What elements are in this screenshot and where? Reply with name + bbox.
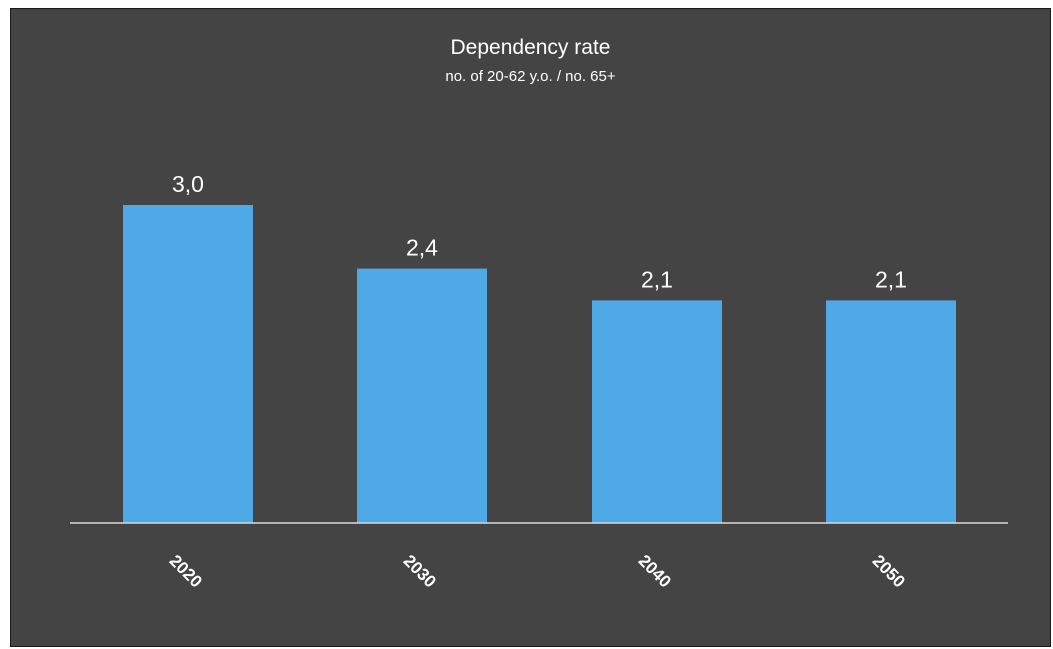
chart-subtitle: no. of 20-62 y.o. / no. 65+	[445, 68, 616, 85]
bar-2040	[592, 300, 722, 523]
bar-2020	[123, 205, 253, 523]
labels-layer: 3,0 2,4 2,1 2,1	[172, 171, 907, 292]
chart-title: Dependency rate	[450, 36, 611, 59]
data-label-2030: 2,4	[406, 235, 438, 261]
bar-2050	[826, 300, 956, 523]
data-label-2020: 3,0	[172, 171, 204, 197]
x-tick-label-2020: 2020	[166, 551, 206, 591]
data-label-2040: 2,1	[641, 266, 673, 292]
x-tick-label-2030: 2030	[400, 551, 440, 591]
ticks-layer: 2020 2030 2040 2050	[166, 551, 909, 591]
bar-2030	[357, 268, 487, 523]
x-tick-label-2050: 2050	[869, 551, 909, 591]
x-tick-label-2040: 2040	[635, 551, 675, 591]
bars-layer	[123, 205, 956, 523]
data-label-2050: 2,1	[875, 266, 907, 292]
